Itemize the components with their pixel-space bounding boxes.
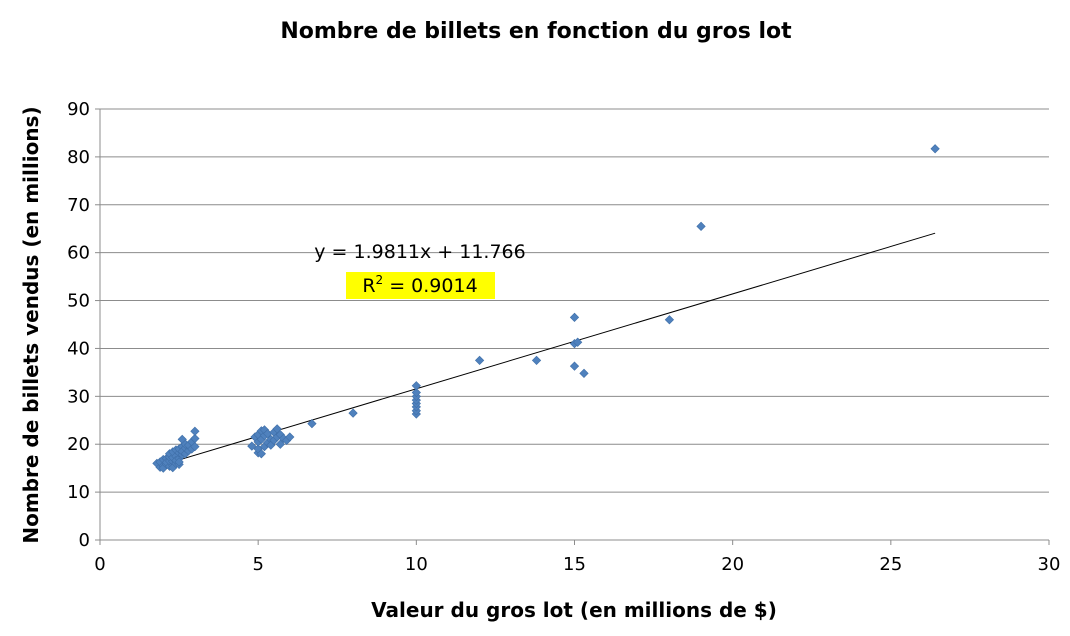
data-point [190, 426, 200, 436]
y-tick-label: 20 [67, 434, 90, 455]
data-point [275, 439, 285, 449]
x-tick-label: 10 [405, 554, 428, 575]
r-squared-value: = 0.9014 [383, 275, 477, 297]
y-tick-label: 0 [79, 530, 90, 551]
data-point [573, 337, 583, 347]
data-point [930, 144, 940, 154]
data-point [696, 221, 706, 231]
data-point [411, 381, 421, 391]
x-tick-label: 0 [94, 554, 105, 575]
data-point [569, 312, 580, 322]
y-tick-label: 80 [67, 147, 90, 168]
data-point [664, 315, 675, 325]
data-point [307, 419, 317, 429]
y-tick-label: 50 [67, 291, 90, 312]
y-tick-label: 90 [67, 99, 90, 120]
data-point [348, 408, 358, 418]
r-squared-superscript: 2 [376, 273, 384, 287]
data-point [474, 355, 485, 366]
x-tick-label: 30 [1038, 554, 1061, 575]
data-point [579, 368, 589, 378]
x-tick-label: 15 [563, 554, 586, 575]
trendline-equation: y = 1.9811x + 11.766 [314, 241, 525, 263]
data-points [152, 144, 940, 473]
trendline-label-group: y = 1.9811x + 11.766 R2 = 0.9014 [314, 241, 526, 299]
data-point [411, 387, 421, 398]
tick-labels: 0 10 20 30 40 50 60 70 80 90 0 5 10 15 20 25 30 [67, 99, 1060, 575]
trendline [156, 232, 936, 468]
r-squared-prefix: R [362, 275, 375, 297]
y-tick-label: 60 [67, 243, 90, 264]
gridlines [100, 108, 1049, 493]
axes [95, 108, 1050, 545]
y-tick-label: 30 [67, 386, 90, 407]
x-tick-label: 25 [879, 554, 902, 575]
x-tick-label: 5 [252, 554, 263, 575]
x-tick-label: 20 [721, 554, 744, 575]
y-axis-title: Nombre de billets vendus (en millions) [19, 106, 43, 543]
r-squared-label: R2 = 0.9014 [362, 273, 477, 297]
trendline-group [156, 232, 936, 468]
data-point [190, 441, 200, 452]
data-point [285, 432, 295, 442]
data-point [247, 441, 257, 451]
y-tick-label: 40 [67, 338, 90, 359]
chart-title: Nombre de billets en fonction du gros lo… [280, 19, 792, 44]
data-point [174, 457, 184, 467]
data-point [256, 449, 266, 459]
data-point [531, 355, 542, 366]
y-tick-label: 70 [67, 195, 90, 216]
y-tick-label: 10 [67, 482, 90, 503]
data-point [272, 424, 282, 434]
x-axis-title: Valeur du gros lot (en millions de $) [371, 598, 777, 622]
data-point [569, 361, 580, 371]
r-squared-highlight [346, 272, 495, 299]
